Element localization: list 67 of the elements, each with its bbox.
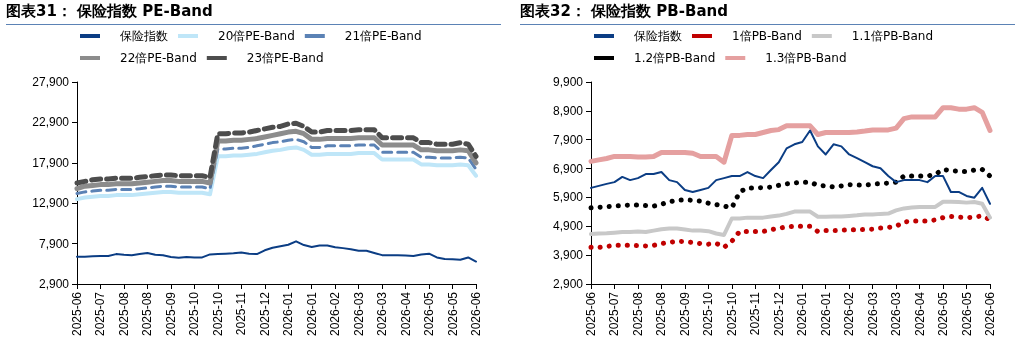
x-tick-label: 2026-04: [912, 291, 927, 337]
x-tick-label: 2026-01: [281, 291, 296, 337]
x-tick-label: 2025-09: [677, 291, 692, 337]
x-tick-label: 2026-05: [445, 291, 460, 337]
x-tick-label: 2026-02: [842, 291, 857, 337]
line-series: [75, 137, 478, 195]
x-tick-label: 2025-08: [116, 291, 131, 337]
y-tick-label: 3,900: [552, 248, 584, 263]
legend-label: 1.3倍PB-Band: [765, 51, 847, 65]
x-tick-label: 2026-05: [959, 291, 974, 337]
x-tick-label: 2025-10: [724, 291, 739, 337]
x-tick-label: 2025-09: [163, 291, 178, 337]
x-tick-label: 2025-07: [93, 291, 108, 337]
x-tick-label: 2026-05: [422, 291, 437, 337]
legend-label: 1.1倍PB-Band: [851, 29, 934, 43]
y-tick-label: 6,900: [552, 161, 584, 176]
legend-label: 保险指数: [634, 29, 682, 43]
x-tick-label: 2026-03: [375, 291, 390, 337]
x-tick-label: 2025-10: [187, 291, 202, 337]
x-tick-label: 2026-05: [936, 291, 951, 337]
x-tick-label: 2026-03: [865, 291, 880, 337]
x-tick-label: 2025-10: [701, 291, 716, 337]
legend-label: 23倍PE-Band: [246, 51, 324, 65]
y-tick-label: 4,900: [552, 219, 584, 234]
line-series: [590, 129, 991, 205]
x-tick-label: 2025-06: [584, 291, 598, 337]
x-tick-label: 2026-02: [328, 291, 343, 337]
x-tick-label: 2025-06: [70, 291, 84, 337]
x-tick-label: 2026-03: [351, 291, 366, 337]
chart-title: 图表31： 保险指数 PE-Band: [6, 2, 501, 25]
y-tick-label: 5,900: [552, 190, 584, 205]
line-series: [75, 145, 478, 202]
x-tick-label: 2026-04: [398, 291, 413, 337]
legend-label: 21倍PE-Band: [344, 29, 422, 43]
x-tick-label: 2025-12: [257, 291, 272, 337]
chart-title: 图表32： 保险指数 PB-Band: [520, 2, 1015, 25]
x-tick-label: 2025-08: [630, 291, 645, 337]
y-tick-label: 2,900: [552, 277, 584, 291]
x-tick-label: 2025-10: [210, 291, 225, 337]
y-tick-label: 17,900: [32, 155, 70, 170]
legend-label: 1.2倍PB-Band: [634, 51, 716, 65]
x-tick-label: 2026-01: [304, 291, 319, 337]
y-tick-label: 27,900: [32, 75, 70, 89]
x-tick-label: 2026-01: [818, 291, 833, 337]
line-series: [76, 240, 477, 263]
y-tick-label: 22,900: [32, 115, 70, 130]
legend-label: 22倍PE-Band: [120, 51, 197, 65]
x-tick-label: 2026-06: [469, 291, 483, 337]
line-series: [589, 199, 992, 237]
y-tick-label: 2,900: [38, 277, 70, 291]
x-tick-label: 2025-07: [607, 291, 622, 337]
y-tick-label: 8,900: [552, 103, 584, 118]
y-tick-label: 12,900: [32, 196, 70, 211]
x-tick-label: 2025-11: [748, 291, 763, 336]
x-tick-label: 2026-03: [889, 291, 904, 337]
x-tick-label: 2026-01: [795, 291, 810, 337]
y-tick-label: 7,900: [552, 132, 584, 147]
legend-label: 20倍PE-Band: [218, 29, 295, 43]
x-tick-label: 2025-08: [654, 291, 669, 337]
legend-label: 保险指数: [120, 29, 168, 43]
x-tick-label: 2025-08: [140, 291, 155, 337]
x-tick-label: 2026-06: [983, 291, 997, 337]
x-tick-label: 2025-11: [234, 291, 249, 336]
legend-label: 1倍PB-Band: [732, 29, 802, 43]
y-tick-label: 9,900: [552, 75, 584, 89]
x-tick-label: 2025-12: [771, 291, 786, 337]
y-tick-label: 7,900: [38, 236, 70, 251]
